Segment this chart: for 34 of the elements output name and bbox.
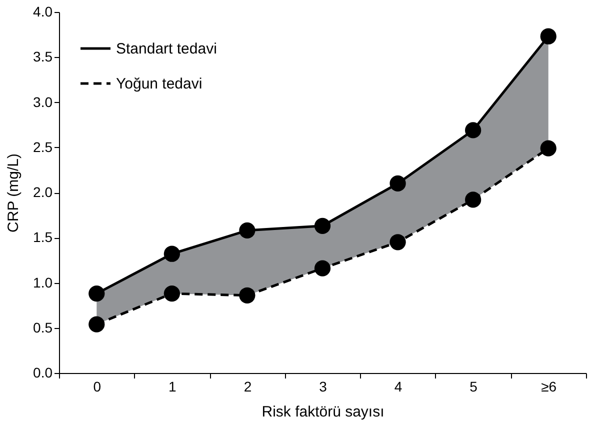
point <box>390 234 406 250</box>
x-tick-label: 3 <box>319 378 328 394</box>
y-tick-label: 3.5 <box>33 48 53 65</box>
y-tick-label: 4.0 <box>33 4 53 20</box>
x-tick-label: ≥6 <box>541 378 557 394</box>
point <box>390 175 406 192</box>
point <box>88 316 105 332</box>
x-tick-label: 4 <box>394 378 402 394</box>
x-tick-label: 5 <box>470 378 478 394</box>
y-tick-label: 0.5 <box>33 319 53 336</box>
point <box>314 260 331 276</box>
legend-label: Standart tedavi <box>116 40 217 58</box>
y-tick-label: 2.0 <box>33 184 53 200</box>
point <box>465 192 482 208</box>
point <box>540 28 556 44</box>
y-tick-label: 3.0 <box>33 94 53 110</box>
point <box>239 287 256 304</box>
y-tick-label: 2.5 <box>33 138 53 155</box>
x-tick-label: 1 <box>168 378 177 394</box>
y-tick-label: 1.5 <box>33 229 53 246</box>
x-tick-label: 0 <box>93 378 102 394</box>
point <box>88 286 105 302</box>
x-axis-title: Risk faktörü sayısı <box>262 404 384 420</box>
y-axis-title: CRP (mg/L) <box>5 154 22 232</box>
x-tick-label: 2 <box>244 378 252 394</box>
y-tick-label: 0.0 <box>33 364 53 380</box>
point <box>164 286 180 302</box>
point <box>164 246 180 262</box>
point <box>314 218 331 234</box>
legend-label: Yoğun tedavi <box>116 76 202 92</box>
point <box>465 122 482 138</box>
y-tick-label: 1.0 <box>33 274 53 290</box>
point <box>239 222 256 238</box>
point <box>540 140 556 156</box>
